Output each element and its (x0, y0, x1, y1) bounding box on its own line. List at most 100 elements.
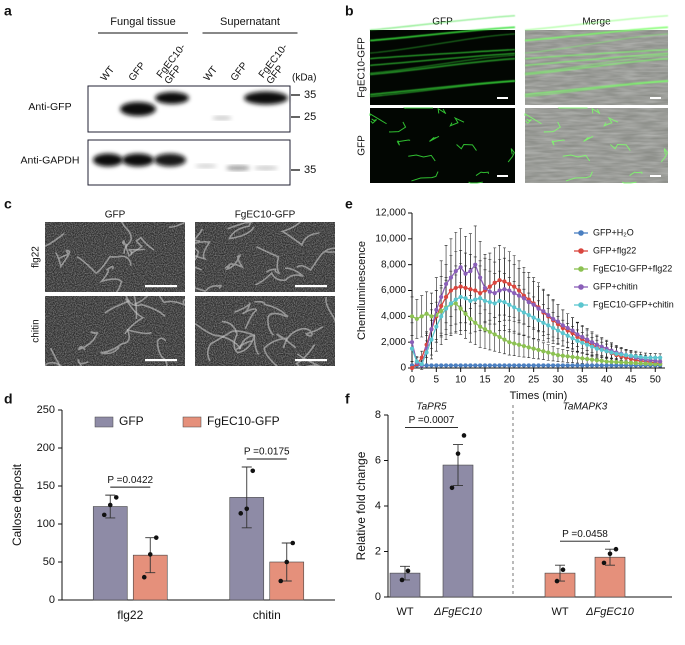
lane-label: WT (202, 64, 220, 83)
series-point (502, 363, 507, 368)
vein (54, 249, 71, 269)
series-point (473, 262, 478, 267)
error-bar (241, 466, 252, 529)
hypha (429, 135, 440, 142)
data-point (405, 568, 411, 574)
y-axis-label: Relative fold change (354, 451, 368, 560)
series-point (439, 314, 444, 319)
series-point (604, 349, 609, 354)
vein (45, 232, 65, 247)
series-point (409, 340, 415, 345)
vein (195, 322, 252, 351)
panel-label: f (345, 391, 350, 407)
series-point (502, 300, 507, 305)
series-point (478, 324, 483, 329)
series-point (409, 365, 415, 371)
x-tick-label: WT (551, 606, 568, 618)
hypha (524, 48, 669, 60)
series-point (482, 327, 488, 332)
series-point (473, 320, 478, 325)
series-point (419, 355, 424, 360)
series-point (526, 345, 531, 350)
column-label: FgEC10-GFP (235, 210, 296, 221)
series-point (439, 309, 444, 314)
data-point (250, 468, 256, 474)
panel-label: e (345, 196, 353, 212)
vein (280, 222, 320, 247)
series-point (478, 275, 483, 280)
series-point (531, 302, 536, 307)
scale-bar (295, 285, 327, 288)
panel-label: b (345, 3, 354, 19)
series-point (633, 360, 638, 366)
series-point (429, 314, 434, 319)
hypha (603, 116, 619, 127)
series-point (643, 361, 648, 366)
series-point (653, 355, 658, 360)
series-point (482, 363, 488, 368)
series-point (492, 301, 497, 306)
hypha (437, 107, 447, 114)
vein (49, 347, 61, 366)
data-point (601, 560, 607, 566)
vein (195, 228, 211, 261)
group-label: Supernatant (220, 16, 280, 28)
x-tick-label: 40 (601, 375, 613, 386)
series-point (575, 355, 580, 360)
legend-label: FgEC10-GFP+chitin (593, 299, 674, 309)
hypha (411, 171, 439, 182)
series-point (648, 361, 653, 366)
legend-label: GFP+flg22 (593, 245, 636, 255)
series-point (487, 289, 492, 294)
series-point (546, 350, 551, 355)
y-tick-label: 4,000 (381, 311, 406, 322)
series-point (439, 363, 444, 368)
lane-label: FgEC10-GFP (155, 42, 188, 86)
series-point (458, 306, 463, 311)
series-point (478, 296, 483, 301)
series-point (443, 306, 449, 311)
series-point (458, 363, 463, 368)
micrograph (45, 296, 185, 366)
y-axis-label: Callose deposit (10, 463, 24, 546)
series-point (419, 362, 424, 367)
series-point (512, 284, 517, 289)
x-tick-label: 10 (455, 375, 467, 386)
blot-band (120, 102, 156, 116)
series-point (497, 363, 502, 368)
vein (296, 247, 335, 272)
scale-bar (295, 359, 327, 362)
bar (229, 497, 265, 601)
hypha (369, 113, 387, 125)
series-point (585, 337, 590, 342)
series-point (585, 363, 590, 368)
hypha (369, 52, 516, 66)
series-point (531, 315, 536, 320)
lane-label-line: GFP (229, 60, 251, 83)
series-point (473, 363, 478, 368)
series-point (604, 363, 609, 368)
vein (77, 331, 99, 351)
series-point (473, 288, 478, 293)
series-point (585, 356, 590, 362)
hypha (524, 80, 669, 96)
x-tick-label: 45 (625, 375, 637, 386)
scale-bar (497, 175, 508, 177)
series-point (439, 303, 444, 309)
series-point (516, 307, 522, 312)
series-point (468, 316, 473, 322)
antibody-label: Anti-GAPDH (21, 154, 80, 166)
panel-label: c (4, 196, 12, 212)
series-point (570, 363, 575, 368)
hypha (468, 181, 483, 184)
series-point (560, 331, 565, 336)
series-point (619, 363, 624, 368)
series-point (580, 356, 585, 361)
series-point (570, 354, 575, 360)
series-point (555, 328, 561, 333)
bar (92, 506, 128, 601)
series-point (492, 280, 497, 285)
series-point (458, 294, 463, 300)
series-point (536, 363, 541, 368)
data-point (290, 540, 296, 546)
